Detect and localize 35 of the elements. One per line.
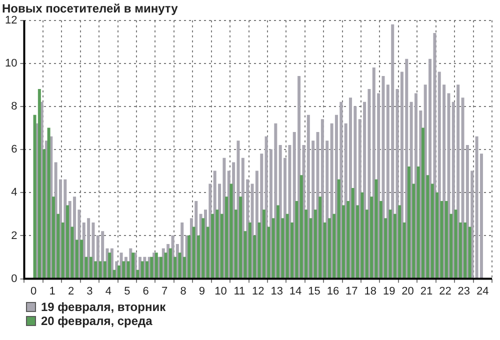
y-tick-label: 8 bbox=[11, 100, 18, 113]
x-tick-label: 17 bbox=[346, 285, 358, 298]
x-tick-label: 16 bbox=[326, 285, 340, 298]
y-tick-label: 0 bbox=[11, 272, 18, 285]
x-tick-label: 9 bbox=[198, 285, 206, 298]
x-tick-label: 22 bbox=[439, 285, 452, 298]
chart-title: Новых посетителей в минуту bbox=[2, 2, 178, 16]
y-tick-label: 12 bbox=[4, 14, 18, 26]
x-tick-label: 6 bbox=[142, 285, 149, 298]
legend-label: 19 февраля, вторник bbox=[40, 300, 167, 314]
x-tick-label: 4 bbox=[105, 285, 112, 298]
y-tick-label: 4 bbox=[11, 186, 18, 199]
y-tick-label: 2 bbox=[11, 230, 18, 242]
y-tick-label: 6 bbox=[11, 144, 18, 156]
x-tick-label: 18 bbox=[364, 285, 377, 298]
x-tick-label: 8 bbox=[180, 285, 186, 298]
x-tick-label: 23 bbox=[458, 285, 470, 298]
x-tick-label: 11 bbox=[234, 285, 246, 298]
x-tick-label: 21 bbox=[420, 285, 433, 298]
x-tick-label: 20 bbox=[402, 285, 414, 298]
x-tick-label: 2 bbox=[68, 285, 74, 298]
x-tick-label: 14 bbox=[289, 285, 302, 298]
x-tick-label: 1 bbox=[49, 285, 56, 298]
x-tick-label: 13 bbox=[270, 285, 283, 298]
x-tick-label: 0 bbox=[30, 285, 37, 298]
x-tick-label: 12 bbox=[252, 285, 264, 298]
x-tick-label: 15 bbox=[308, 285, 320, 298]
legend-label: 20 февраля, среда bbox=[40, 314, 154, 328]
x-tick-label: 7 bbox=[162, 285, 168, 298]
x-tick-label: 24 bbox=[476, 285, 489, 298]
x-tick-label: 5 bbox=[124, 285, 130, 298]
y-tick-label: 10 bbox=[4, 58, 18, 70]
x-tick-label: 19 bbox=[382, 285, 396, 298]
x-tick-label: 10 bbox=[214, 285, 227, 298]
x-tick-label: 3 bbox=[86, 285, 93, 298]
